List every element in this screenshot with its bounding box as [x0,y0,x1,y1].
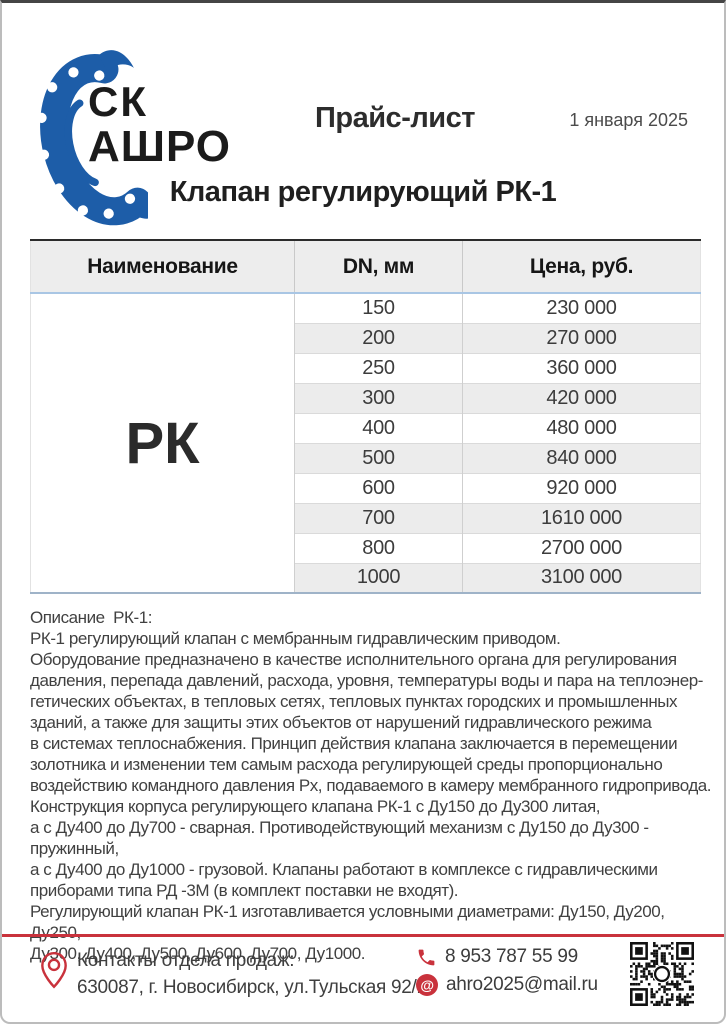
column-header-price: Цена, руб. [462,240,701,294]
phone-row: 8 953 787 55 99 [416,946,578,968]
table-row: 300 420 000 [31,382,701,413]
phone-icon [418,949,435,965]
table-row: 700 1610 000 [31,502,701,533]
dn-cell: 600 [294,472,463,503]
company-logo: СК АШРО [36,31,266,239]
price-cell: 2700 000 [462,532,701,563]
price-cell: 920 000 [462,472,701,503]
dn-cell: 150 [294,293,463,323]
price-cell: 3100 000 [462,562,701,593]
product-title: Клапан регулирующий РК-1 [169,176,557,208]
dn-cell: 500 [294,442,463,473]
price-cell: 840 000 [462,442,701,473]
at-icon: @ [416,974,438,996]
dn-cell: 250 [294,352,463,383]
phone-number: 8 953 787 55 99 [445,946,578,967]
document-title: Прайс-лист [315,102,475,134]
price-cell: 360 000 [462,352,701,383]
table-row: 250 360 000 [31,352,701,383]
column-header-dn: DN, мм [294,240,463,294]
table-row: 400 480 000 [31,412,701,443]
email-address: ahro2025@mail.ru [446,974,598,995]
email-row: @ ahro2025@mail.ru [416,974,598,996]
document-date: 1 января 2025 [569,110,688,130]
price-cell: 420 000 [462,382,701,413]
price-cell: 1610 000 [462,502,701,533]
table-row: 800 2700 000 [31,532,701,563]
dn-cell: 400 [294,412,463,443]
dn-cell: 800 [294,532,463,563]
price-table: Наименование DN, мм Цена, руб. РК 150 230 … [30,239,701,594]
dn-cell: 700 [294,502,463,533]
footer-divider [2,934,724,937]
price-cell: 230 000 [462,293,701,323]
company-name: СК АШРО [88,81,231,169]
table-row: 200 270 000 [31,322,701,353]
company-name-line1: СК [88,78,148,125]
table-header-row: Наименование DN, мм Цена, руб. [30,240,701,294]
table-row: 500 840 000 [31,442,701,473]
table-row: 1000 3100 000 [31,562,701,593]
table-row: РК 150 230 000 [30,293,701,593]
contacts-block: Контакты отдела продаж: 630087, г. Новос… [77,947,427,1001]
product-group-cell: РК [30,293,295,593]
column-header-name: Наименование [30,240,295,294]
dn-cell: 200 [294,322,463,353]
contacts-label: Контакты отдела продаж: [77,950,295,971]
dn-cell: 300 [294,382,463,413]
price-cell: 480 000 [462,412,701,443]
qr-code [630,942,694,1006]
contacts-address: 630087, г. Новосибирск, ул.Тульская 92/1 [77,977,427,998]
dn-cell: 1000 [294,562,463,593]
footer: Контакты отдела продаж: 630087, г. Новос… [2,934,724,1022]
price-cell: 270 000 [462,322,701,353]
company-name-line2: АШРО [88,122,231,171]
product-description: Описание РК-1: РК-1 регулирующий клапан … [30,608,712,963]
flange-icon [36,50,148,226]
table-row: 600 920 000 [31,472,701,503]
location-pin-icon [41,951,67,989]
